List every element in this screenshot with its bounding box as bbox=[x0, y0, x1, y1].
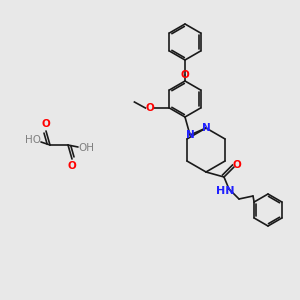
Text: HN: HN bbox=[216, 186, 234, 196]
Text: O: O bbox=[42, 119, 50, 129]
Text: O: O bbox=[181, 70, 189, 80]
Text: O: O bbox=[232, 160, 242, 170]
Text: OH: OH bbox=[78, 143, 94, 153]
Text: HO: HO bbox=[25, 135, 41, 145]
Text: N: N bbox=[186, 130, 194, 140]
Text: O: O bbox=[68, 161, 76, 171]
Text: N: N bbox=[202, 123, 210, 133]
Text: O: O bbox=[145, 103, 154, 113]
